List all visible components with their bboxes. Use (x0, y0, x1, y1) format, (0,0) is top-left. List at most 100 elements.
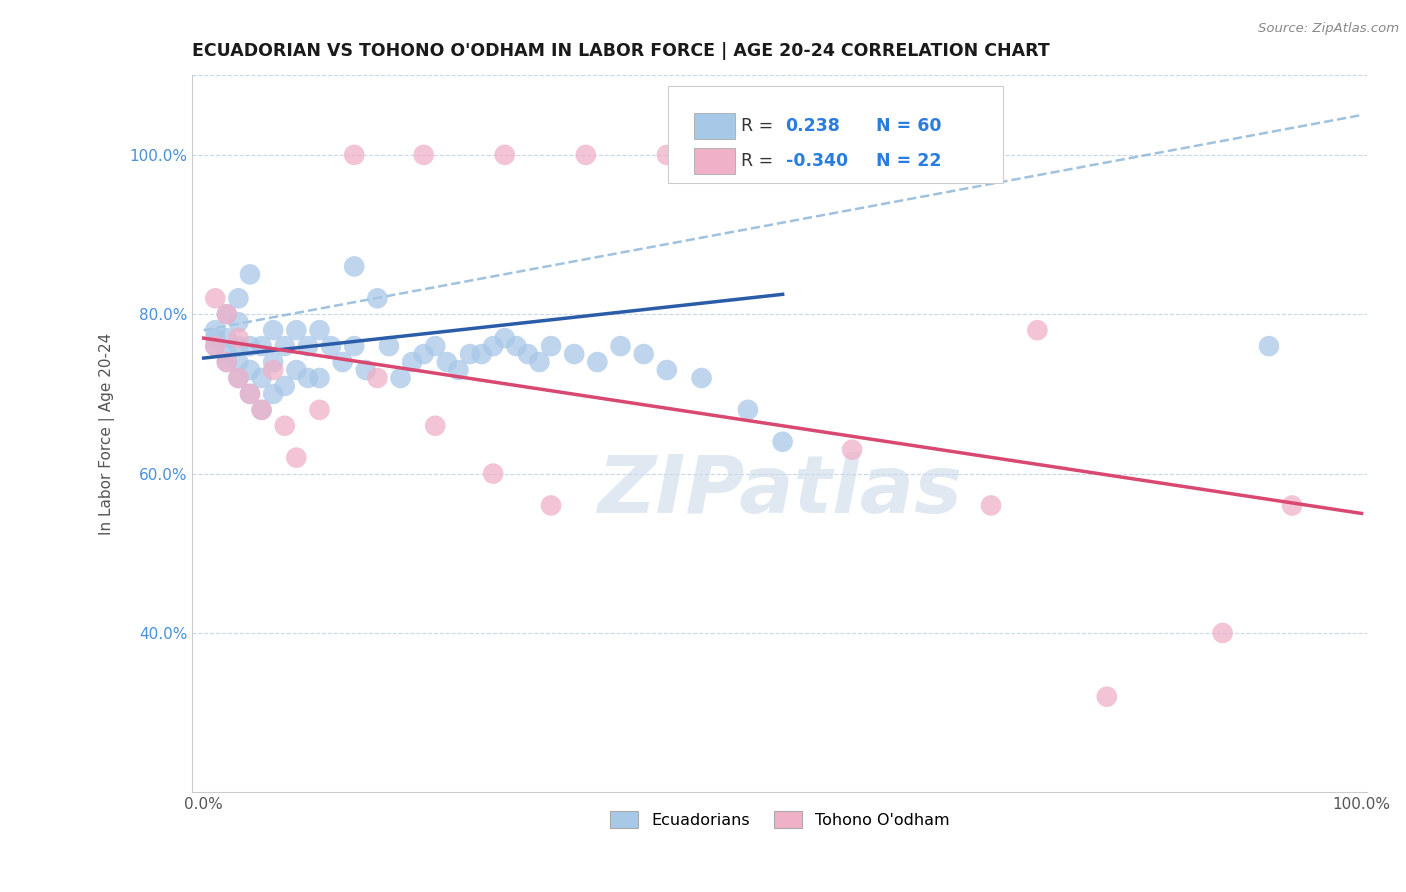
Point (250, 371, 273, 385)
Point (436, 355, 458, 369)
Legend: Ecuadorians, Tohono O'odham: Ecuadorians, Tohono O'odham (603, 805, 956, 835)
Point (529, 355, 551, 369)
Point (285, 323, 308, 337)
Point (262, 363, 284, 377)
Point (215, 355, 238, 369)
Point (239, 363, 262, 377)
Point (250, 402, 273, 417)
Point (818, 148, 841, 162)
Point (540, 339, 562, 353)
Point (343, 260, 366, 274)
Point (655, 363, 678, 377)
Point (332, 355, 354, 369)
Text: R =: R = (741, 117, 779, 135)
Point (540, 499, 562, 513)
Point (471, 347, 494, 361)
Bar (695, 113, 735, 139)
Point (343, 148, 366, 162)
Point (505, 339, 527, 353)
Point (239, 387, 262, 401)
Point (1026, 323, 1049, 337)
Text: ZIPatlas: ZIPatlas (598, 452, 962, 530)
Point (262, 387, 284, 401)
Point (308, 371, 330, 385)
Point (494, 331, 516, 345)
Point (204, 339, 226, 353)
Point (516, 347, 538, 361)
Point (690, 371, 713, 385)
Point (609, 339, 631, 353)
Point (389, 371, 412, 385)
Point (228, 291, 250, 305)
Point (841, 442, 863, 457)
Point (1258, 339, 1281, 353)
Bar (695, 148, 735, 174)
Point (354, 363, 377, 377)
Point (228, 371, 250, 385)
Point (215, 307, 238, 321)
Point (228, 355, 250, 369)
Point (412, 347, 434, 361)
Point (562, 347, 585, 361)
Point (228, 339, 250, 353)
Point (274, 379, 297, 393)
Text: 0.238: 0.238 (786, 117, 841, 135)
Point (1212, 626, 1234, 640)
Point (1095, 690, 1118, 704)
Point (378, 339, 401, 353)
Point (239, 339, 262, 353)
Point (412, 148, 434, 162)
Point (425, 418, 447, 433)
Point (215, 347, 238, 361)
Point (285, 363, 308, 377)
Point (737, 148, 759, 162)
Point (204, 331, 226, 345)
Text: Source: ZipAtlas.com: Source: ZipAtlas.com (1258, 22, 1399, 36)
Point (204, 339, 226, 353)
Point (482, 467, 505, 481)
Point (215, 355, 238, 369)
Point (633, 347, 655, 361)
Point (215, 331, 238, 345)
Point (343, 339, 366, 353)
Point (980, 499, 1002, 513)
Point (228, 315, 250, 329)
Point (308, 323, 330, 337)
Point (772, 434, 794, 449)
Text: N = 22: N = 22 (876, 152, 942, 169)
Point (447, 363, 470, 377)
Text: R =: R = (741, 152, 779, 169)
Point (250, 339, 273, 353)
Point (204, 291, 226, 305)
Point (482, 339, 505, 353)
Point (401, 355, 423, 369)
Point (204, 323, 226, 337)
Point (308, 402, 330, 417)
FancyBboxPatch shape (668, 86, 1002, 183)
Point (274, 339, 297, 353)
Point (262, 355, 284, 369)
Text: N = 60: N = 60 (876, 117, 942, 135)
Y-axis label: In Labor Force | Age 20-24: In Labor Force | Age 20-24 (100, 333, 115, 535)
Point (366, 371, 388, 385)
Point (655, 148, 678, 162)
Point (297, 371, 319, 385)
Point (285, 450, 308, 465)
Point (239, 387, 262, 401)
Point (1281, 499, 1303, 513)
Point (228, 331, 250, 345)
Point (319, 339, 342, 353)
Point (239, 268, 262, 282)
Point (575, 148, 598, 162)
Point (274, 418, 297, 433)
Point (586, 355, 609, 369)
Point (737, 402, 759, 417)
Point (262, 323, 284, 337)
Text: ECUADORIAN VS TOHONO O'ODHAM IN LABOR FORCE | AGE 20-24 CORRELATION CHART: ECUADORIAN VS TOHONO O'ODHAM IN LABOR FO… (193, 42, 1050, 60)
Point (366, 291, 388, 305)
Point (228, 371, 250, 385)
Point (425, 339, 447, 353)
Point (458, 347, 481, 361)
Text: -0.340: -0.340 (786, 152, 848, 169)
Point (215, 307, 238, 321)
